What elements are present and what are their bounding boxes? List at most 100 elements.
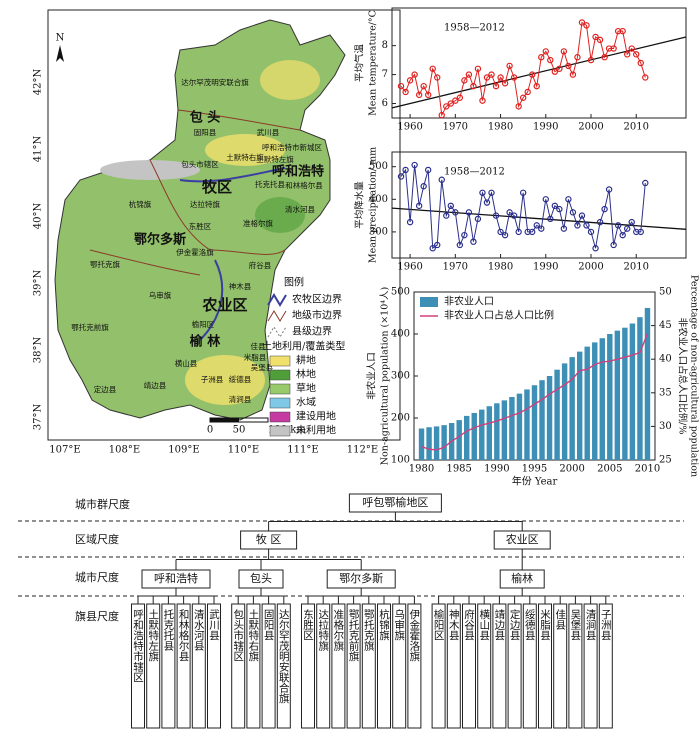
city-label: 包 头 [190, 110, 221, 126]
data-point [628, 45, 635, 52]
y-tick-label: 500 [391, 287, 410, 298]
data-point [624, 51, 631, 58]
place-label: 子洲县 [201, 375, 224, 384]
legend-line [267, 310, 287, 322]
data-point [619, 27, 626, 35]
bar [426, 427, 432, 460]
x-tick-label: 2000 [559, 464, 584, 475]
connector [307, 588, 415, 604]
lon-label: 111°E [287, 445, 318, 456]
legend-label: 县级边界 [292, 326, 332, 338]
bar [539, 380, 545, 460]
data-point [479, 189, 486, 196]
data-point [465, 209, 473, 216]
data-point [438, 111, 445, 119]
county-label: 土默特右旗 [247, 608, 259, 662]
data-point [501, 80, 509, 87]
y2-tick-label: 50 [659, 287, 672, 298]
legend-label: 未利用地 [296, 424, 336, 437]
cropland [205, 134, 285, 166]
data-point [497, 74, 504, 81]
data-point [529, 228, 536, 236]
y2-axis-label: Percentage of non-agricultural populatio… [689, 275, 700, 477]
place-label: 横山县 [175, 358, 198, 368]
connector [175, 549, 362, 570]
x-tick-label: 1980 [409, 464, 434, 475]
data-point [483, 199, 491, 206]
bar [501, 400, 508, 460]
data-point [447, 100, 454, 107]
data-point [628, 218, 635, 226]
north-label: N [56, 33, 65, 44]
data-point [569, 71, 577, 78]
data-point [601, 205, 608, 213]
legend-title: 图例 [284, 276, 304, 289]
bar [456, 420, 462, 460]
data-point [492, 212, 500, 219]
zone-label: 农业区 [201, 296, 247, 314]
legend-subtitle: 土地利用/覆盖类型 [262, 340, 345, 353]
bar [524, 389, 530, 460]
x-tick-label: 1970 [443, 262, 468, 273]
data-point [506, 62, 513, 70]
forest [255, 197, 305, 233]
data-point [578, 19, 586, 26]
root-label: 呼包鄂榆地区 [362, 495, 428, 509]
county-label: 伊金霍洛旗 [408, 609, 420, 662]
data-point [415, 202, 423, 210]
bar [561, 363, 568, 460]
y-tick-label: 200 [391, 413, 410, 424]
place-label: 靖边县 [144, 380, 167, 390]
legend-swatch [269, 383, 291, 395]
data-point [624, 225, 631, 232]
x-tick-label: 2000 [578, 122, 603, 133]
county-label: 清涧县 [585, 608, 597, 641]
plot-frame [391, 151, 687, 259]
county-label: 杭锦旗 [378, 608, 390, 641]
bar [494, 403, 500, 460]
bar [622, 327, 628, 460]
data-point [592, 33, 599, 41]
x-tick-label: 1990 [533, 262, 558, 273]
data-point [488, 189, 495, 196]
bar [486, 406, 493, 460]
data-line [400, 21, 646, 117]
x-tick-label: 2010 [624, 122, 649, 133]
legend-label: 地级市边界 [292, 309, 342, 322]
city-label: 鄂尔多斯 [339, 571, 383, 585]
data-point [633, 228, 640, 236]
data-point [642, 74, 649, 81]
bar [464, 415, 470, 460]
cropland [260, 60, 320, 100]
data-point [642, 179, 649, 187]
legend-label: 水域 [296, 396, 316, 409]
county-label: 定边县 [509, 608, 521, 641]
level-label: 区域尺度 [75, 532, 119, 546]
data-point [533, 82, 540, 90]
legend-label: 建设用地 [296, 410, 336, 423]
data-point [587, 228, 595, 236]
place-label: 鄂托克旗 [90, 259, 120, 269]
data-point [510, 74, 518, 81]
y2-tick-label: 35 [659, 387, 672, 398]
zone-label: 牧区 [202, 178, 232, 196]
data-point [596, 218, 604, 226]
data-point [596, 36, 604, 44]
data-point [583, 22, 590, 29]
data-point [515, 228, 522, 236]
bar [441, 425, 447, 460]
y-tick-label: 500 [369, 161, 388, 172]
data-point [420, 82, 427, 90]
data-point [519, 94, 527, 101]
place-label: 土默特右旗 [226, 152, 264, 162]
lat-label: 39°N [33, 270, 44, 297]
x-tick-label: 2010 [635, 464, 660, 475]
y-tick-label: 400 [391, 329, 410, 340]
data-point [456, 94, 464, 101]
bar [607, 334, 613, 460]
data-point [560, 225, 568, 232]
x-tick-label: 1960 [397, 262, 422, 273]
place-label: 和林格尔县 [285, 180, 323, 190]
data-point [461, 77, 468, 84]
